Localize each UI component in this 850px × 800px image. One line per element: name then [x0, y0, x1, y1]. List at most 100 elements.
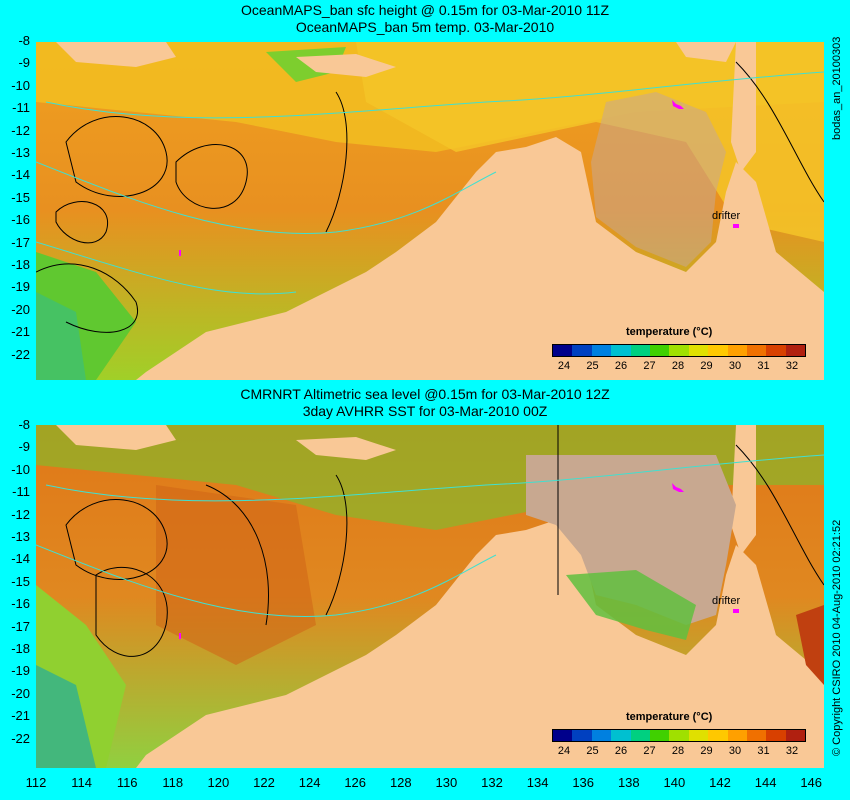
colorbar-labels: 24 25 26 27 28 29 30 31 32 — [552, 360, 804, 374]
colorbar-swatch — [591, 730, 612, 741]
drifter-track — [672, 100, 684, 109]
colorbar-swatch — [649, 730, 670, 741]
lat-tick-label: -16 — [11, 596, 30, 612]
no-data-region — [526, 455, 736, 625]
lat-tick-label: -20 — [11, 685, 30, 701]
lat-tick-label: -13 — [11, 529, 30, 544]
lon-tick-label: 116 — [116, 775, 138, 790]
colorbar-tick-label: 30 — [728, 745, 742, 757]
panel2-title-line1: CMRNRT Altimetric sea level @0.15m for 0… — [240, 386, 610, 402]
lat-tick-label: -8 — [18, 33, 30, 48]
panel1-title-line2: OceanMAPS_ban 5m temp. 03-Mar-2010 — [295, 19, 555, 35]
hot-sea-region — [156, 485, 316, 665]
colorbar-tick-label: 27 — [643, 360, 656, 372]
colorbar-tick-label: 31 — [757, 360, 770, 372]
lat-tick-label: -18 — [11, 257, 30, 272]
lon-tick-label: 124 — [298, 775, 321, 790]
arafura-sea-region — [356, 42, 824, 242]
lat-tick-label: -8 — [18, 417, 30, 432]
colorbar-swatch — [785, 345, 806, 356]
lat-tick-label: -14 — [11, 167, 30, 183]
lat-tick-label: -18 — [11, 641, 30, 656]
lon-tick-label: 120 — [207, 775, 230, 790]
colorbar-swatch — [746, 730, 767, 741]
drifter-track — [672, 483, 684, 492]
colorbar-swatch — [572, 730, 592, 741]
colorbar-tick-label: 27 — [643, 745, 656, 757]
colorbar-tick-label: 31 — [757, 745, 770, 757]
colorbar — [552, 344, 806, 357]
colorbar-swatch — [746, 345, 767, 356]
lat-tick-label: -12 — [11, 506, 30, 522]
lon-tick-label: 122 — [253, 775, 275, 790]
lat-tick-label: -15 — [11, 189, 30, 205]
colorbar-swatch — [669, 730, 689, 741]
mainland-land — [136, 520, 824, 768]
contour-line — [55, 201, 109, 244]
lat-tick-label: -9 — [18, 55, 30, 71]
colorbar-swatch — [553, 730, 573, 741]
island-land — [56, 42, 176, 67]
panel2-map-svg — [36, 425, 824, 768]
lon-tick-label: 146 — [800, 775, 823, 790]
lat-tick-label: -22 — [11, 730, 30, 746]
lon-tick-label: 144 — [754, 775, 777, 790]
lat-tick-label: -11 — [12, 484, 30, 500]
contour-line — [175, 144, 248, 209]
mainland-land — [136, 137, 824, 380]
colorbar-swatch — [727, 730, 747, 741]
green-coastal-region — [36, 292, 86, 380]
lon-tick-label: 126 — [344, 775, 367, 790]
colorbar-swatch — [572, 345, 592, 356]
panel2-side-label: © Copyright CSIRO 2010 04-Aug-2010 02:21… — [831, 519, 843, 756]
lon-tick-label: 114 — [71, 775, 92, 790]
lat-tick-label: -14 — [11, 551, 30, 567]
lat-tick-label: -15 — [11, 573, 30, 589]
panel2-map: drifter temperature (°C) 24 25 26 27 28 29 30 3… — [36, 425, 824, 768]
contour-line-cyan — [45, 71, 824, 119]
colorbar-swatch — [708, 345, 728, 356]
contour-line — [65, 499, 168, 580]
lat-tick-label: -13 — [11, 145, 30, 160]
panel1-side-label: bodas_an_20100303 — [831, 36, 843, 140]
contour-line-cyan — [45, 454, 824, 502]
colorbar-tick-label: 24 — [557, 745, 571, 757]
colorbar-swatch — [611, 345, 631, 356]
colorbar-tick-label: 29 — [700, 745, 713, 757]
drifter-marker — [179, 250, 181, 256]
lat-tick-label: -9 — [18, 439, 30, 455]
contour-line-cyan — [36, 161, 497, 235]
colorbar-tick-label: 30 — [728, 360, 742, 372]
colorbar-swatch — [669, 345, 689, 356]
contour-line — [735, 61, 824, 203]
colorbar-tick-label: 29 — [700, 360, 713, 372]
lon-tick-label: 118 — [162, 775, 184, 790]
contour-line — [325, 474, 348, 616]
lon-tick-label: 138 — [617, 775, 640, 790]
lon-tick-label: 112 — [25, 775, 47, 790]
colorbar-swatch — [766, 345, 786, 356]
hot-east-region — [796, 605, 824, 685]
lat-tick-label: -22 — [11, 346, 30, 362]
colorbar-tick-label: 24 — [557, 360, 571, 372]
drifter-label: drifter — [712, 210, 741, 222]
contour-line-cyan — [36, 544, 497, 618]
panel1-map-svg — [36, 42, 824, 380]
colorbar-swatch — [688, 345, 709, 356]
drifter-marker — [733, 224, 739, 228]
colorbar-tick-label: 32 — [785, 745, 799, 757]
colorbar-tick-label: 32 — [785, 360, 799, 372]
lon-tick-label: 128 — [389, 775, 412, 790]
colorbar-swatch — [708, 730, 728, 741]
colorbar-tick-label: 25 — [586, 360, 599, 372]
cape-york-land — [731, 425, 756, 555]
contour-line — [735, 444, 824, 586]
panel1-title-line1: OceanMAPS_ban sfc height @ 0.15m for 03-… — [240, 2, 610, 18]
colorbar-swatch — [785, 730, 806, 741]
lon-tick-label: 134 — [526, 775, 549, 790]
colorbar-swatch — [630, 345, 650, 356]
colorbar-swatch — [591, 345, 612, 356]
lon-tick-label: 142 — [709, 775, 731, 790]
lat-tick-label: -12 — [11, 122, 30, 138]
contour-line — [95, 566, 168, 657]
